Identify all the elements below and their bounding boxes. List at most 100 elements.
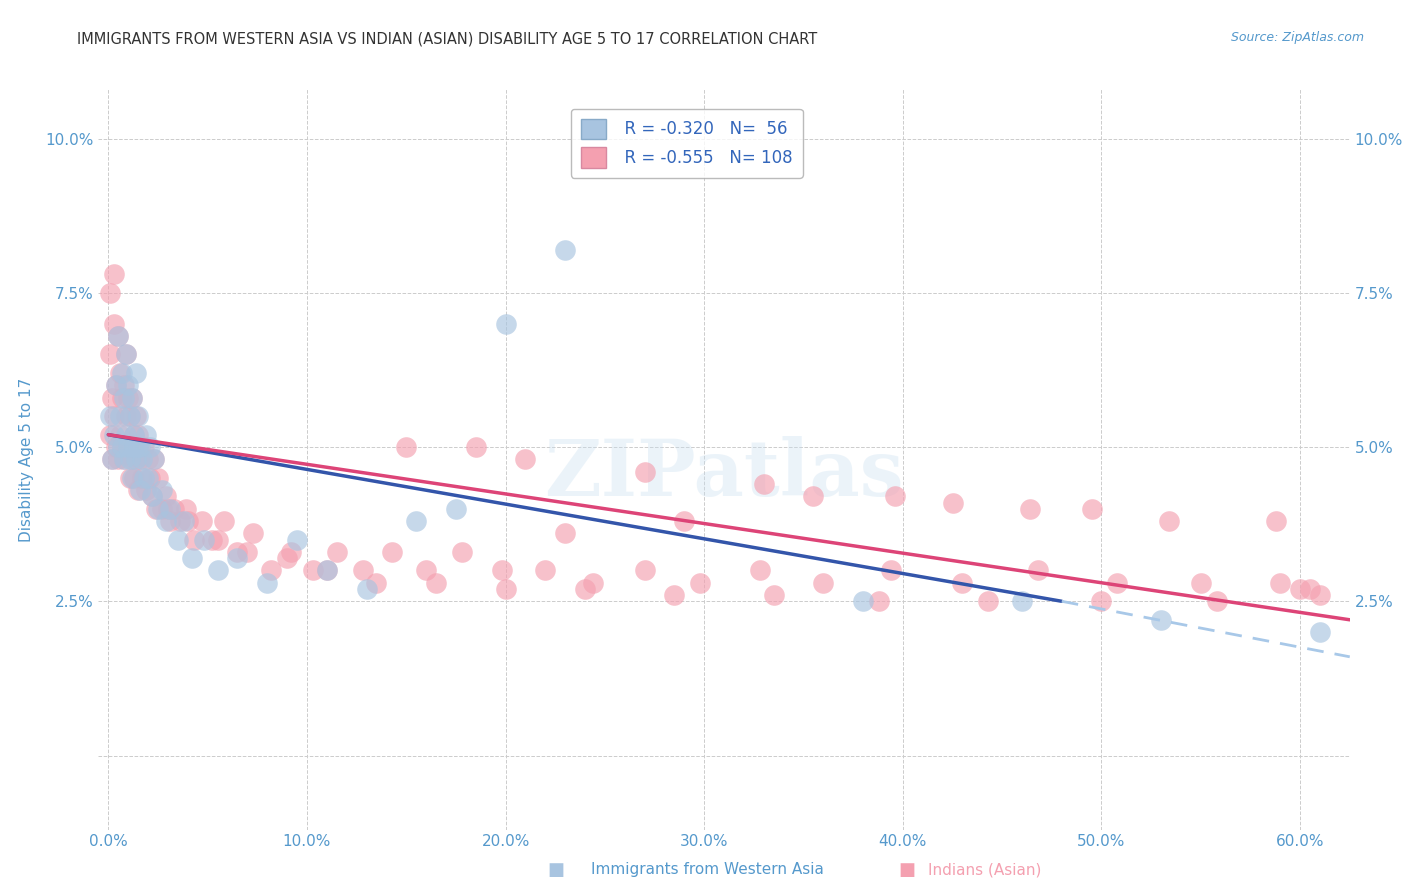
Point bbox=[813, 575, 835, 590]
Point bbox=[762, 588, 785, 602]
Point bbox=[381, 545, 404, 559]
Point bbox=[752, 477, 775, 491]
Point bbox=[107, 329, 129, 343]
Point bbox=[1019, 501, 1042, 516]
Point bbox=[356, 582, 378, 596]
Point bbox=[120, 409, 142, 424]
Point bbox=[132, 471, 155, 485]
Point bbox=[143, 452, 166, 467]
Point bbox=[122, 427, 145, 442]
Point bbox=[98, 409, 121, 424]
Point bbox=[491, 564, 513, 578]
Point bbox=[352, 564, 374, 578]
Point bbox=[415, 564, 437, 578]
Point bbox=[125, 452, 148, 467]
Point bbox=[129, 440, 152, 454]
Point bbox=[105, 440, 128, 454]
Point bbox=[193, 533, 215, 547]
Point bbox=[111, 391, 134, 405]
Point bbox=[977, 594, 1000, 608]
Point bbox=[120, 409, 142, 424]
Point bbox=[121, 391, 143, 405]
Point bbox=[425, 575, 447, 590]
Point bbox=[1309, 625, 1331, 640]
Point bbox=[633, 465, 655, 479]
Point bbox=[302, 564, 325, 578]
Point bbox=[132, 440, 155, 454]
Point bbox=[127, 409, 149, 424]
Text: ■: ■ bbox=[898, 861, 915, 879]
Point bbox=[1090, 594, 1112, 608]
Point bbox=[242, 526, 264, 541]
Text: Source: ZipAtlas.com: Source: ZipAtlas.com bbox=[1230, 31, 1364, 45]
Point bbox=[107, 440, 129, 454]
Point bbox=[1107, 575, 1129, 590]
Point bbox=[1026, 564, 1049, 578]
Point bbox=[177, 514, 200, 528]
Point bbox=[444, 501, 467, 516]
Point bbox=[226, 551, 249, 566]
Point bbox=[395, 440, 418, 454]
Point bbox=[1011, 594, 1033, 608]
Point bbox=[117, 440, 139, 454]
Point bbox=[169, 514, 191, 528]
Point bbox=[110, 366, 132, 380]
Point bbox=[405, 514, 427, 528]
Point bbox=[1309, 588, 1331, 602]
Point bbox=[139, 471, 162, 485]
Point bbox=[534, 564, 557, 578]
Point bbox=[880, 564, 903, 578]
Point bbox=[952, 575, 974, 590]
Point bbox=[256, 575, 278, 590]
Point bbox=[276, 551, 298, 566]
Point bbox=[173, 514, 195, 528]
Point bbox=[236, 545, 259, 559]
Point bbox=[98, 347, 121, 361]
Legend:   R = -0.320   N=  56,   R = -0.555   N= 108: R = -0.320 N= 56, R = -0.555 N= 108 bbox=[571, 109, 803, 178]
Point bbox=[1189, 575, 1212, 590]
Point bbox=[315, 564, 337, 578]
Point bbox=[226, 545, 249, 559]
Point bbox=[155, 489, 177, 503]
Point bbox=[633, 564, 655, 578]
Point bbox=[112, 452, 135, 467]
Point bbox=[207, 533, 229, 547]
Point bbox=[582, 575, 605, 590]
Text: Immigrants from Western Asia: Immigrants from Western Asia bbox=[591, 863, 824, 877]
Text: ZIPatlas: ZIPatlas bbox=[544, 436, 904, 512]
Point bbox=[150, 483, 173, 498]
Point bbox=[135, 483, 157, 498]
Point bbox=[159, 501, 181, 516]
Point bbox=[285, 533, 308, 547]
Point bbox=[464, 440, 486, 454]
Point bbox=[554, 243, 576, 257]
Point bbox=[451, 545, 474, 559]
Point bbox=[150, 501, 173, 516]
Point bbox=[183, 533, 205, 547]
Point bbox=[115, 427, 138, 442]
Point bbox=[574, 582, 596, 596]
Point bbox=[122, 471, 145, 485]
Point bbox=[103, 409, 125, 424]
Point bbox=[110, 409, 132, 424]
Point bbox=[495, 317, 517, 331]
Point bbox=[131, 452, 153, 467]
Point bbox=[122, 427, 145, 442]
Point bbox=[107, 329, 129, 343]
Point bbox=[207, 564, 229, 578]
Point bbox=[111, 366, 134, 380]
Point bbox=[315, 564, 337, 578]
Point bbox=[115, 409, 138, 424]
Point bbox=[180, 551, 202, 566]
Point bbox=[689, 575, 711, 590]
Point bbox=[190, 514, 212, 528]
Text: ■: ■ bbox=[547, 861, 564, 879]
Point bbox=[117, 391, 139, 405]
Point bbox=[131, 471, 153, 485]
Point bbox=[120, 452, 142, 467]
Point bbox=[101, 452, 124, 467]
Point bbox=[122, 440, 145, 454]
Point bbox=[1157, 514, 1180, 528]
Point bbox=[135, 427, 157, 442]
Point bbox=[141, 489, 163, 503]
